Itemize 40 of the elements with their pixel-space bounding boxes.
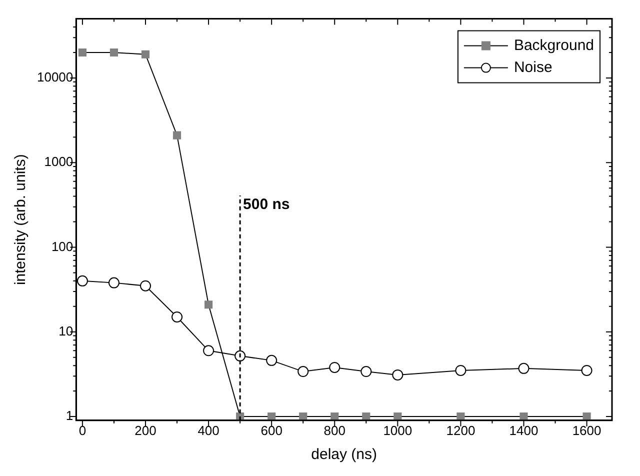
point xyxy=(455,364,466,376)
legend-label: Noise xyxy=(514,58,552,76)
y-axis-title: intensity (arb. units) xyxy=(12,154,30,286)
point xyxy=(204,300,213,309)
x-tick-label: 1400 xyxy=(509,422,538,438)
point xyxy=(298,366,309,378)
point xyxy=(141,50,150,58)
point xyxy=(392,369,404,380)
legend-label: Background xyxy=(514,36,594,54)
point xyxy=(172,131,182,140)
ref-line-label: 500 ns xyxy=(243,196,290,214)
point xyxy=(78,48,86,57)
y-tick-label: 1 xyxy=(66,408,74,424)
y-tick-label: 100 xyxy=(51,238,74,254)
point xyxy=(172,311,183,322)
point xyxy=(329,362,340,373)
x-tick-label: 200 xyxy=(134,422,156,438)
point xyxy=(108,277,120,288)
y-tick-label: 1000 xyxy=(44,154,74,170)
point xyxy=(581,364,592,376)
point xyxy=(110,48,118,57)
x-tick-label: 400 xyxy=(198,422,220,438)
point xyxy=(140,280,151,292)
point xyxy=(266,354,278,366)
point xyxy=(582,412,591,420)
y-tick-label: 10 xyxy=(58,323,74,338)
point xyxy=(234,350,246,362)
x-tick-label: 1200 xyxy=(446,422,476,438)
point xyxy=(203,345,214,356)
point xyxy=(518,362,530,374)
point xyxy=(520,412,528,420)
x-axis-title: delay (ns) xyxy=(311,446,378,464)
x-tick-label: 600 xyxy=(260,422,282,438)
x-tick-label: 800 xyxy=(324,422,346,438)
x-tick-label: 0 xyxy=(78,422,86,438)
y-tick-label: 10000 xyxy=(36,70,74,85)
point xyxy=(360,366,372,378)
x-tick-label: 1000 xyxy=(383,422,412,438)
point xyxy=(76,275,88,286)
x-tick-label: 1600 xyxy=(572,422,602,438)
